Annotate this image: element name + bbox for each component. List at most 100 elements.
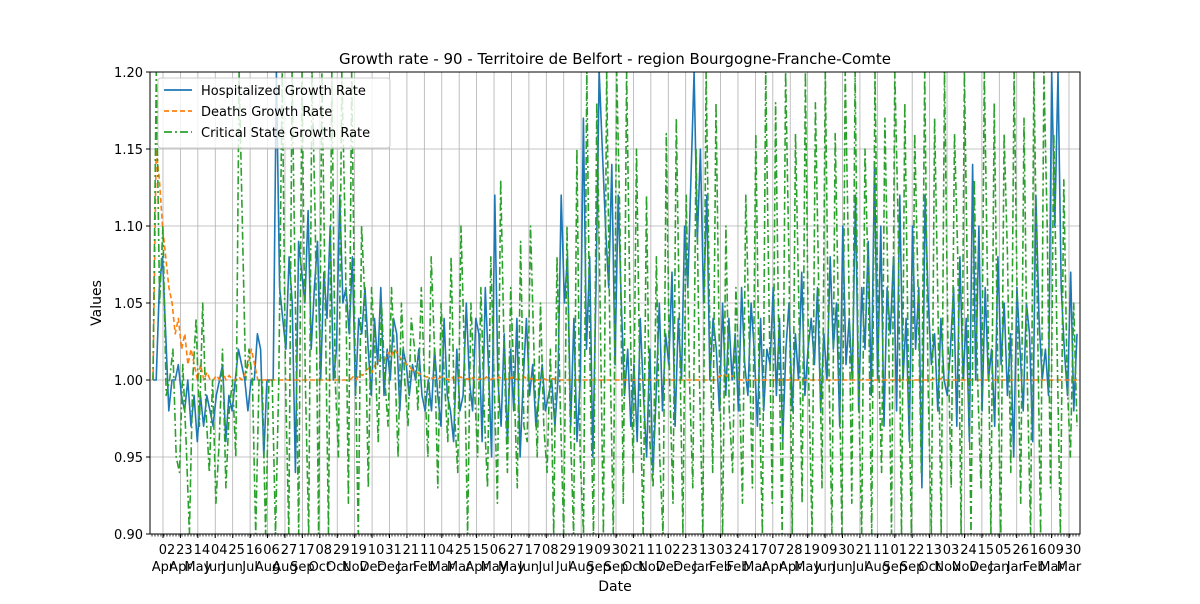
x-tick-day-label: 08 [542,543,559,558]
y-tick-label: 0.95 [114,451,143,466]
x-tick-month-label: Mar [1039,560,1064,575]
x-tick-day-label: 06 [490,543,507,558]
x-tick-month-label: May [184,560,211,575]
x-tick-month-label: Oct [622,560,644,575]
x-tick-month-label: Jan [396,560,417,575]
x-tick-day-label: 13 [925,543,942,558]
x-tick-month-label: Nov [934,560,960,575]
x-tick-day-label: 30 [838,543,855,558]
legend: Hospitalized Growth Rate Deaths Growth Ra… [157,77,391,149]
x-tick-day-label: 25 [228,543,245,558]
x-tick-day-label: 19 [577,543,594,558]
y-tick-label: 0.90 [114,528,143,543]
x-tick-month-label: Jun [814,560,835,575]
x-tick-day-label: 22 [908,543,925,558]
x-tick-day-label: 15 [978,543,995,558]
series-line-1 [153,72,1078,489]
x-tick-day-label: 11 [420,543,437,558]
x-tick-day-label: 19 [350,543,367,558]
series-line-3 [152,72,1078,534]
x-tick-month-label: Sep [900,560,925,575]
x-tick-day-label: 01 [890,543,907,558]
x-tick-month-label: Dec [969,560,994,575]
x-tick-month-label: Aug [865,560,890,575]
y-axis-label: Values [89,280,105,326]
x-tick-month-label: Oct [918,560,940,575]
x-tick-month-label: Mar [743,560,768,575]
y-tick-label: 1.00 [114,374,143,389]
x-tick-day-label: 15 [472,543,489,558]
x-tick-day-label: 28 [786,543,803,558]
x-tick-month-label: Feb [726,560,749,575]
x-tick-month-label: Dec [673,560,698,575]
x-tick-month-label: Jun [222,560,243,575]
x-tick-day-label: 04 [211,543,228,558]
x-tick-day-label: 23 [176,543,193,558]
x-tick-month-label: Apr [779,560,802,575]
y-axis: 0.90 0.95 1.00 1.05 1.10 1.15 1.20 [114,66,150,543]
x-tick-day-label: 03 [716,543,733,558]
x-tick-month-label: Sep [290,560,315,575]
x-tick-month-label: Dec [656,560,681,575]
x-tick-month-label: Nov [952,560,978,575]
series-line-2 [152,148,1077,381]
x-tick-month-label: Mar [447,560,472,575]
x-tick-day-label: 25 [455,543,472,558]
x-tick-month-label: Oct [326,560,348,575]
x-tick-month-label: Apr [465,560,488,575]
x-tick-day-label: 29 [559,543,576,558]
x-tick-day-label: 06 [263,543,280,558]
y-tick-label: 1.05 [114,297,143,312]
x-tick-day-label: 27 [507,543,524,558]
x-tick-day-label: 30 [1065,543,1082,558]
x-tick-month-label: Apr [152,560,175,575]
x-tick-month-label: May [794,560,821,575]
x-tick-month-label: Apr [762,560,785,575]
x-tick-month-label: Aug [568,560,593,575]
x-tick-day-label: 21 [403,543,420,558]
x-tick-month-label: Dec [359,560,384,575]
x-tick-day-label: 11 [647,543,664,558]
x-tick-month-label: Feb [1023,560,1046,575]
legend-box [157,77,391,149]
x-tick-month-label: Jan [692,560,713,575]
x-tick-day-label: 02 [664,543,681,558]
series-layer [152,72,1078,534]
x-tick-month-label: Sep [883,560,908,575]
x-tick-month-label: Sep [604,560,629,575]
x-tick-month-label: Sep [586,560,611,575]
x-tick-month-label: Aug [272,560,297,575]
x-tick-day-label: 09 [594,543,611,558]
x-tick-day-label: 17 [751,543,768,558]
x-tick-day-label: 31 [385,543,402,558]
x-tick-month-label: Jun [204,560,225,575]
x-tick-day-label: 24 [960,543,977,558]
x-tick-day-label: 17 [298,543,315,558]
x-tick-month-label: Jul [537,560,554,575]
x-tick-day-label: 09 [1047,543,1064,558]
x-tick-month-label: Mar [1057,560,1082,575]
x-tick-day-label: 07 [769,543,786,558]
y-tick-label: 1.10 [114,220,143,235]
x-tick-day-label: 17 [525,543,542,558]
x-tick-month-label: Jul [851,560,868,575]
x-tick-month-label: May [481,560,508,575]
x-tick-day-label: 16 [1030,543,1047,558]
x-tick-day-label: 10 [368,543,385,558]
x-tick-day-label: 23 [681,543,698,558]
x-tick-day-label: 21 [629,543,646,558]
y-tick-label: 1.15 [114,143,143,158]
x-tick-month-label: May [498,560,525,575]
x-tick-day-label: 09 [821,543,838,558]
x-tick-month-label: Nov [638,560,664,575]
legend-label-1: Hospitalized Growth Rate [201,84,366,99]
x-tick-day-label: 03 [943,543,960,558]
x-tick-month-label: Oct [309,560,331,575]
x-tick-month-label: Mar [430,560,455,575]
x-tick-month-label: Dec [377,560,402,575]
x-tick-day-label: 08 [316,543,333,558]
x-tick-day-label: 24 [734,543,751,558]
x-tick-day-label: 30 [612,543,629,558]
x-axis: 02Apr23Apr14May04Jun25Jun16Jul06Aug27Aug… [151,534,1082,575]
